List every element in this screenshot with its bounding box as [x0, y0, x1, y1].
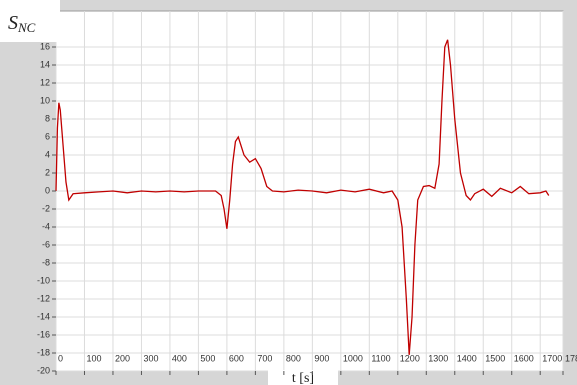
y-tick-label: 16	[40, 41, 50, 51]
x-tick-label: 400	[172, 353, 187, 363]
ylabel-symbol: S	[8, 12, 18, 34]
xlabel-box	[268, 370, 338, 385]
y-tick-label: 4	[45, 149, 50, 159]
x-tick-label: 700	[257, 353, 272, 363]
x-tick-label: 200	[115, 353, 130, 363]
y-tick-label: 10	[40, 95, 50, 105]
y-tick-label: 12	[40, 77, 50, 87]
y-axis-label: SNC	[8, 12, 36, 35]
y-tick-label: -20	[37, 365, 50, 375]
x-tick-label: 1600	[514, 353, 534, 363]
y-tick-label: 6	[45, 131, 50, 141]
x-tick-label: 500	[200, 353, 215, 363]
y-tick-label: -8	[42, 257, 50, 267]
marks	[55, 39, 550, 355]
y-tick-label: 14	[40, 59, 50, 69]
x-tick-label: 1000	[343, 353, 363, 363]
y-tick-label: -4	[42, 221, 50, 231]
x-tick-label: 600	[229, 353, 244, 363]
ylabel-box	[0, 0, 60, 42]
x-tick-label: 1200	[400, 353, 420, 363]
x-tick-label: 800	[286, 353, 301, 363]
y-tick-label: -18	[37, 347, 50, 357]
x-tick-label: 1500	[485, 353, 505, 363]
x-tick-label: 1100	[371, 353, 390, 363]
x-tick-label: 900	[314, 353, 329, 363]
x-tick-label: 300	[143, 353, 158, 363]
x-tick-label: 100	[86, 353, 101, 363]
x-tick-label: 1400	[457, 353, 477, 363]
x-tick-label: 0	[58, 353, 63, 363]
y-tick-label: 8	[45, 113, 50, 123]
ylabel-subscript: NC	[17, 20, 36, 35]
y-tick-label: -2	[42, 203, 50, 213]
x-tick-label: 1700	[542, 353, 562, 363]
y-tick-label: -12	[37, 293, 50, 303]
x-tick-label: 1300	[428, 353, 448, 363]
y-tick-label: -16	[37, 329, 50, 339]
y-tick-label: -14	[37, 311, 50, 321]
data-line	[55, 39, 550, 355]
y-tick-label: 2	[45, 167, 50, 177]
y-tick-label: 0	[45, 185, 50, 195]
x-axis-label: t [s]	[292, 371, 314, 385]
x-tick-label: 1780	[565, 353, 577, 363]
y-tick-label: -10	[37, 275, 50, 285]
y-tick-label: -6	[42, 239, 50, 249]
